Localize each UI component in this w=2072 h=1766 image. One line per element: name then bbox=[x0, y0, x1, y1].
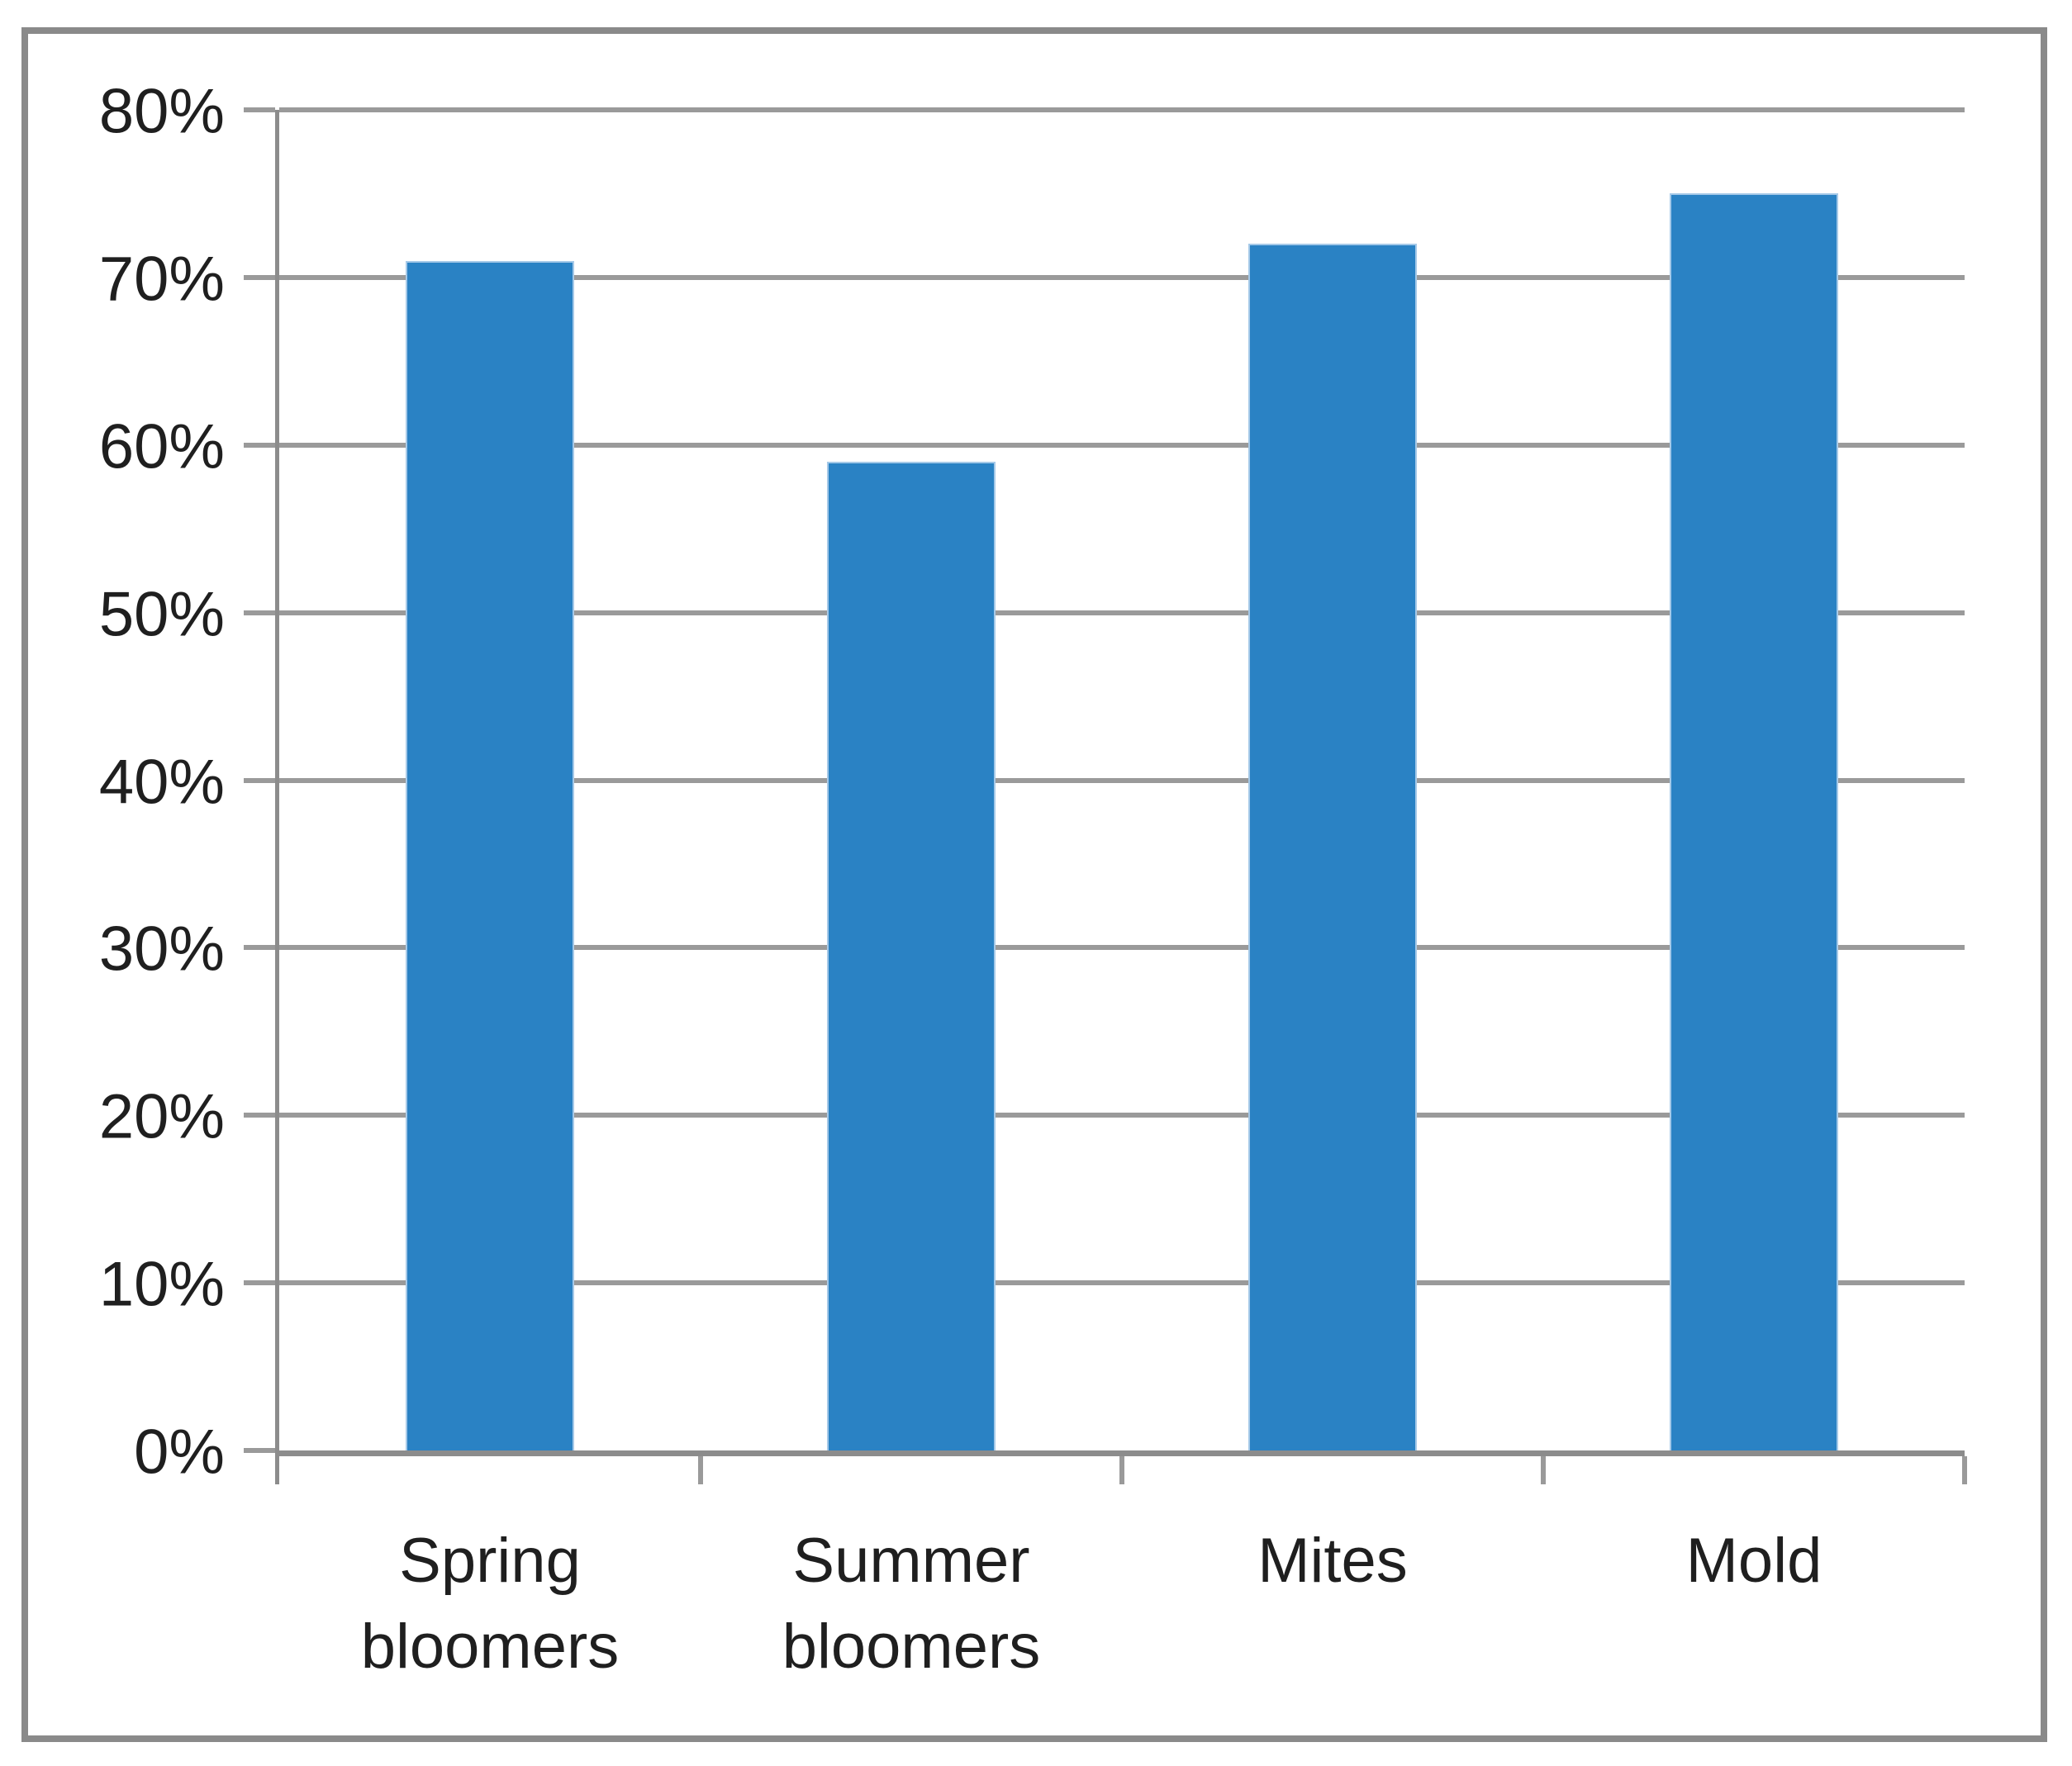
x-axis-line bbox=[279, 1450, 1965, 1456]
x-category-label-summer-bloomers: Summer bloomers bbox=[782, 1526, 1041, 1682]
x-tick-4 bbox=[1962, 1456, 1967, 1484]
y-tick-50pct bbox=[244, 610, 275, 615]
y-tick-label-0pct: 0% bbox=[134, 1417, 225, 1488]
y-tick-label-10pct: 10% bbox=[98, 1249, 225, 1320]
y-tick-label-80pct: 80% bbox=[98, 76, 225, 147]
y-tick-0pct bbox=[244, 1448, 275, 1453]
gridline-70pct bbox=[279, 274, 1965, 280]
gridline-10pct bbox=[279, 1280, 1965, 1286]
y-tick-70pct bbox=[244, 274, 275, 280]
y-tick-label-40pct: 40% bbox=[98, 747, 225, 817]
y-tick-label-70pct: 70% bbox=[98, 244, 225, 315]
y-tick-20pct bbox=[244, 1113, 275, 1118]
x-category-label-spring-bloomers: Spring bloomers bbox=[360, 1526, 620, 1682]
y-tick-40pct bbox=[244, 777, 275, 783]
x-tick-1 bbox=[698, 1456, 703, 1484]
bar-mites bbox=[1248, 244, 1417, 1450]
x-tick-3 bbox=[1541, 1456, 1546, 1484]
gridline-30pct bbox=[279, 945, 1965, 951]
gridline-40pct bbox=[279, 777, 1965, 783]
y-tick-label-30pct: 30% bbox=[98, 914, 225, 985]
y-tick-label-50pct: 50% bbox=[98, 579, 225, 650]
y-tick-label-20pct: 20% bbox=[98, 1081, 225, 1152]
x-category-label-mold: Mold bbox=[1685, 1526, 1823, 1596]
y-tick-10pct bbox=[244, 1280, 275, 1286]
y-tick-60pct bbox=[244, 442, 275, 448]
bar-summer-bloomers bbox=[827, 462, 996, 1450]
y-tick-30pct bbox=[244, 945, 275, 951]
gridline-50pct bbox=[279, 610, 1965, 615]
bar-spring-bloomers bbox=[406, 260, 574, 1450]
y-tick-label-60pct: 60% bbox=[98, 411, 225, 482]
bar-mold bbox=[1670, 193, 1838, 1450]
gridline-80pct bbox=[279, 107, 1965, 112]
gridline-60pct bbox=[279, 442, 1965, 448]
y-tick-80pct bbox=[244, 107, 275, 112]
y-axis-line bbox=[275, 110, 279, 1484]
gridline-20pct bbox=[279, 1113, 1965, 1118]
x-category-label-mites: Mites bbox=[1257, 1526, 1408, 1596]
chart-outer-border bbox=[21, 27, 2047, 1742]
x-tick-2 bbox=[1119, 1456, 1124, 1484]
